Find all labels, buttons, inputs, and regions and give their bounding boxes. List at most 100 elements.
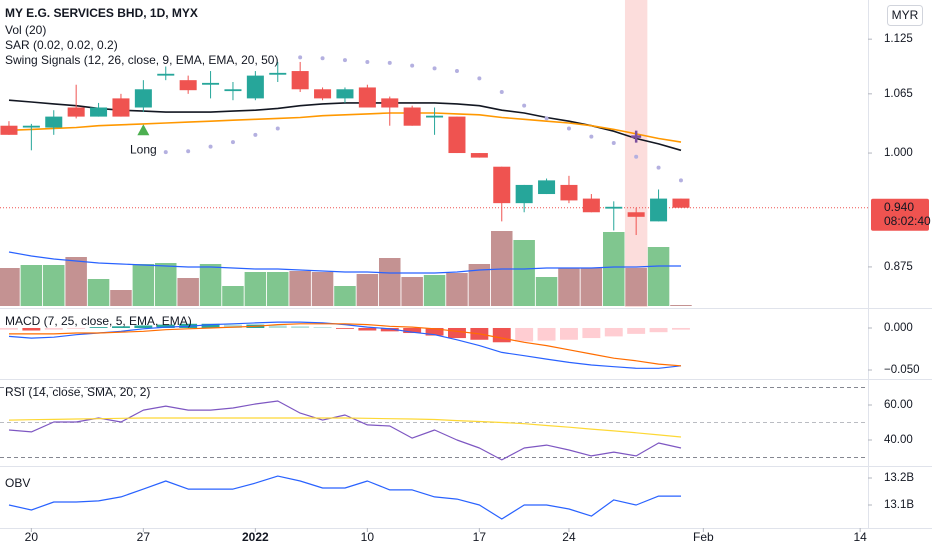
candle-body (269, 72, 287, 75)
sar-dot (611, 141, 616, 146)
sar-dot (186, 149, 191, 154)
volume-bar (177, 278, 199, 306)
volume-bar (267, 272, 289, 306)
sar-dot (499, 90, 504, 95)
histogram-bar (380, 327, 399, 332)
sar-dot (410, 63, 415, 68)
candle-body (448, 116, 466, 154)
y-tick-label: 1.065 (884, 88, 913, 100)
sar-dot (566, 126, 571, 131)
volume-ma (8, 251, 681, 274)
candle-body (22, 125, 40, 128)
candle-body (336, 89, 354, 99)
volume-bar (0, 268, 20, 306)
candle-body (134, 89, 152, 108)
candle-body (426, 115, 444, 118)
x-tick-label: 24 (562, 530, 576, 544)
candle-body (291, 71, 309, 90)
sar-dot (163, 150, 168, 155)
histogram-bar (268, 325, 287, 328)
candle-body (67, 107, 85, 117)
candle-body (246, 75, 264, 99)
volume-bar (222, 286, 244, 306)
candle-body (538, 180, 556, 195)
y-tick-label: 1.125 (884, 33, 913, 45)
volume-bar (334, 286, 356, 306)
indicator-label: Vol (20) (5, 23, 46, 37)
last-price-label: 0.940 (884, 200, 914, 214)
sar-dot (656, 165, 661, 170)
sar-dot (678, 178, 683, 183)
y-tick-label: 13.1B (884, 499, 914, 511)
sar-dot (298, 55, 303, 60)
histogram-bar (560, 327, 578, 340)
volume-bar (446, 273, 468, 306)
volume-bar (311, 272, 334, 306)
histogram-bar (582, 327, 601, 339)
candle-body (358, 87, 376, 108)
histogram-bar (627, 327, 646, 334)
candle-body (515, 184, 533, 204)
x-tick-label: 10 (361, 530, 375, 544)
volume-bar (647, 247, 670, 306)
histogram-bar (537, 327, 556, 341)
histogram-bar (313, 327, 332, 328)
histogram-bar (448, 327, 466, 339)
series-line (8, 417, 682, 438)
candle-body (314, 89, 332, 99)
sar-dot (320, 56, 325, 61)
y-tick-label: 0.875 (884, 261, 913, 273)
highlight-band (624, 0, 648, 307)
sar-dot (589, 134, 594, 139)
histogram-bar (358, 327, 377, 331)
candle-body (605, 206, 623, 209)
series-line (8, 475, 681, 520)
candle-body (381, 98, 399, 108)
histogram-bar (44, 327, 63, 330)
texts: MY E.G. SERVICES BHD, 1D, MYX Vol (20) S… (5, 6, 278, 490)
histogram-bar (0, 327, 18, 330)
sar-dot (454, 69, 459, 74)
sar-dot (544, 116, 549, 121)
currency-button[interactable]: MYR (887, 5, 923, 26)
currency-label[interactable]: MYR (892, 8, 919, 22)
sar-dot (387, 60, 392, 65)
candle-body (157, 73, 175, 76)
candle-body (493, 166, 511, 204)
volume-bar (87, 279, 110, 306)
chart-title: MY E.G. SERVICES BHD, 1D, MYX (5, 6, 198, 20)
last-price-box (871, 198, 929, 231)
volume-bar (513, 240, 535, 306)
candle-body (470, 153, 488, 158)
sar-dot (634, 154, 639, 159)
rsi-title: RSI (14, close, SMA, 20, 2) (5, 385, 150, 399)
histogram-bar (134, 325, 153, 328)
volume-bar (244, 272, 267, 306)
histogram-bar (22, 327, 41, 331)
x-tick-label: 20 (25, 530, 39, 544)
histogram-bar (515, 327, 534, 342)
indicator-label: SAR (0.02, 0.02, 0.2) (5, 38, 118, 52)
volume-bar (356, 274, 379, 306)
volume-bar (155, 263, 177, 306)
long-signal-marker (137, 124, 150, 136)
currency-button-frame[interactable] (887, 5, 923, 26)
histogram-bar (403, 327, 422, 334)
histogram-bar (67, 327, 86, 329)
macd-line (8, 321, 682, 369)
y-tick-label: 40.00 (884, 434, 913, 446)
volume-bar (401, 277, 423, 306)
y-tick-label: 13.2B (884, 472, 914, 484)
histogram-bar (112, 326, 130, 328)
volume-bar (110, 290, 132, 306)
candle-body (179, 80, 197, 91)
long-signal-label: Long (130, 142, 157, 156)
candle-body (0, 125, 18, 135)
candle-body (202, 82, 220, 85)
histogram-bar (604, 327, 623, 337)
histogram-bar (492, 327, 511, 343)
candle-body (112, 98, 130, 117)
volume-bar (132, 264, 155, 306)
